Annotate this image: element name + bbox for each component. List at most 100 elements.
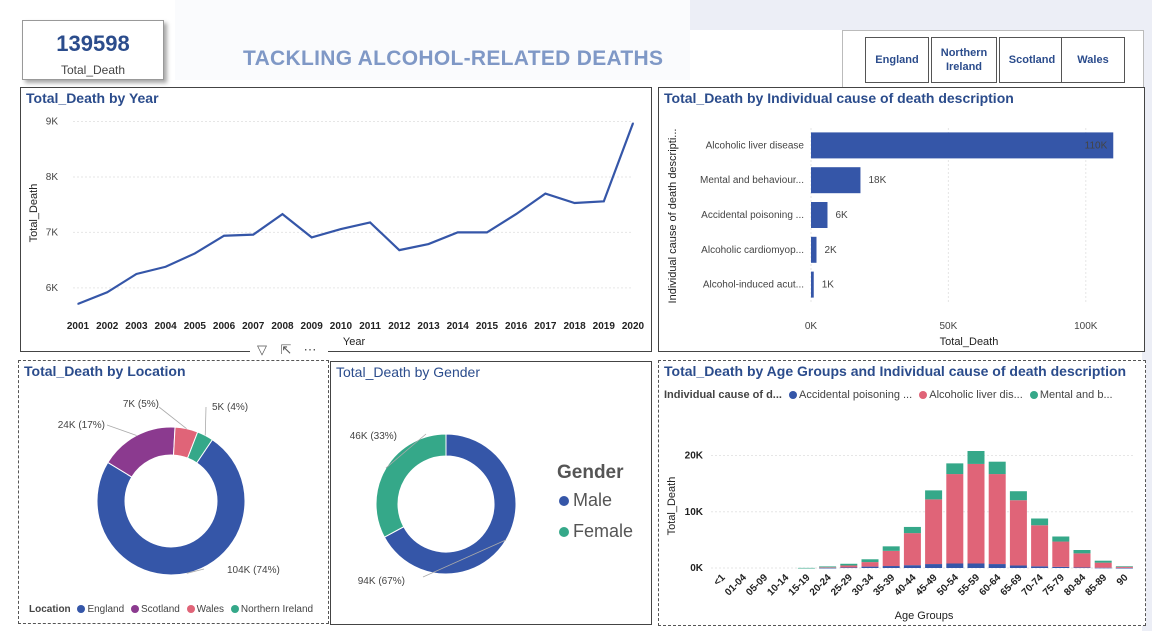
gender-chart-panel[interactable]: Total_Death by Gender 94K (67%) 46K (33%)… [330,361,652,625]
focus-mode-icon[interactable]: ⇱ [280,342,292,357]
y-axis-title: Total_Death [28,184,40,243]
slice-label: 5K (4%) [212,402,248,413]
stacked-bar-segment [967,463,985,564]
line-point [281,213,284,215]
legend-mental[interactable]: Mental and b... [1039,389,1113,401]
stacked-bar-segment [797,567,815,569]
y-tick-label: 7K [46,227,59,238]
category-label: Alcoholic liver disease [706,140,805,151]
x-tick-label: 2010 [330,321,353,332]
x-axis-title: Year [343,336,366,348]
stacked-bar-segment [1115,566,1133,567]
line-point [223,234,225,237]
stacked-bar-segment [946,463,964,475]
line-point [427,243,430,245]
visual-toolbar: ▽ ⇱ ⋯ [250,342,328,360]
x-tick-label: 65-69 [999,572,1025,598]
y-tick-label: 20K [685,451,704,462]
y-tick-label: 8K [46,172,59,183]
line-point [194,252,196,255]
location-legend: Location England Scotland Wales Northern… [29,604,313,615]
x-tick-label: 75-79 [1041,572,1067,598]
stacked-bar-segment [1115,566,1133,568]
donut-slice [186,431,214,464]
year-chart-panel[interactable]: Total_Death by Year 6K 7K 8K 9K 2001 2002 2003… [20,87,652,352]
legend-dot-scotland [130,605,139,614]
line-point [456,231,459,234]
x-tick-label: 2014 [447,321,470,332]
location-legend-title: Location [29,604,71,615]
legend-male-label: Male [573,490,613,510]
age-legend-title: Individual cause of d... [664,389,782,401]
x-tick-label: 30-34 [850,572,876,598]
total-death-card[interactable]: 139598 Total_Death [22,20,164,80]
gender-legend-title: Gender [557,462,624,483]
x-tick-label: 2020 [622,321,645,332]
stacked-bar-segment [1052,536,1070,542]
leader-line [385,433,427,469]
slicer-northern-ireland-button[interactable]: Northern Ireland [931,37,997,83]
stacked-bar-segment [1009,565,1027,568]
stacked-bar-segment [946,563,964,568]
slice-label: 24K (17%) [58,420,105,431]
legend-dot-liver [919,391,928,400]
bar [811,132,1114,159]
slicer-england-button[interactable]: England [865,37,929,83]
line-point [515,213,517,215]
line-point [164,265,167,268]
slicer-scotland-button[interactable]: Scotland [999,37,1065,83]
bar [811,271,814,298]
stacked-bar-segment [946,474,964,564]
background-band [690,0,1145,30]
stacked-bar-segment [988,461,1006,475]
x-tick-label: 35-39 [871,572,897,598]
country-slicer: England Northern Ireland Scotland Wales [842,30,1144,90]
location-chart-panel[interactable]: Total_Death by Location 104K (74%) 24K (1… [18,360,329,624]
x-tick-label: 15-19 [787,572,813,598]
age-stacked-bar-chart: 0K 10K 20K <101-0405-0910-1415-1920-2425-29… [666,451,1135,622]
legend-liver[interactable]: Alcoholic liver dis... [929,389,1023,401]
category-label: Alcoholic cardiomyop... [701,245,804,256]
stacked-bar-segment [840,563,858,566]
leader-line [186,568,205,574]
line-point [573,202,576,204]
legend-england[interactable]: England [87,604,125,615]
more-options-icon[interactable]: ⋯ [303,342,317,357]
category-label: Mental and behaviour... [700,175,804,186]
stacked-bar-segment [1052,566,1070,568]
x-tick-label: 2001 [67,321,90,332]
legend-accidental[interactable]: Accidental poisoning ... [799,389,913,401]
stacked-bar-segment [903,565,921,568]
slice-label: 104K (74%) [227,565,280,576]
x-tick-label: 2012 [388,321,411,332]
legend-northern-ireland[interactable]: Northern Ireland [240,604,314,615]
gender-legend-male[interactable]: Male [559,490,612,511]
legend-dot-accidental [789,391,798,400]
stacked-bar-segment [1094,560,1112,563]
slicer-wales-button[interactable]: Wales [1061,37,1125,83]
stacked-bar-segment [840,565,858,568]
gender-legend-female[interactable]: Female [559,521,633,542]
legend-scotland[interactable]: Scotland [140,604,180,615]
stacked-bar-segment [1009,500,1027,566]
cause-chart-panel[interactable]: Total_Death by Individual cause of death… [658,87,1145,352]
kpi-label: Total_Death [60,63,126,77]
slice-label: 94K (67%) [358,576,405,587]
stacked-bar-segment [882,546,900,551]
legend-dot-female [559,527,569,538]
y-axis-title: Individual cause of death descripti... [667,129,679,304]
x-tick-label: 20-24 [808,572,834,598]
legend-wales[interactable]: Wales [196,604,225,615]
legend-dot-mental [1029,391,1038,400]
x-tick-label: <1 [712,572,728,588]
stacked-bar-segment [861,559,879,563]
location-chart-title: Total_Death by Location [24,363,186,379]
stacked-bar-segment [882,550,900,567]
line-point [369,221,371,224]
slice-label: 7K (5%) [123,399,159,410]
filter-icon[interactable]: ▽ [257,342,267,357]
stacked-bar-segment [925,499,943,565]
age-chart-panel[interactable]: Total_Death by Age Groups and Individual… [658,360,1146,626]
x-tick-label: 90 [1115,572,1131,588]
line-point [310,236,313,239]
